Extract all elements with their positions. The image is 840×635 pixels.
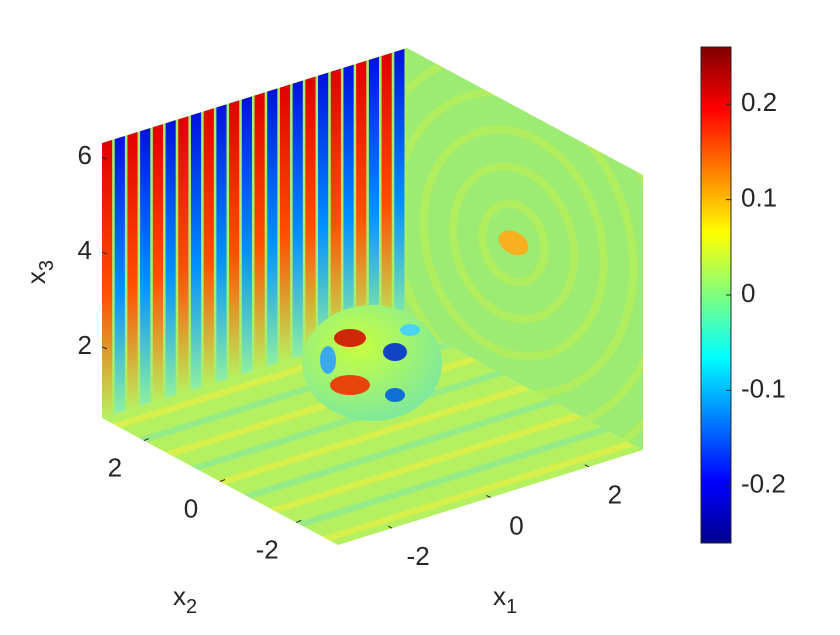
stripe <box>241 96 252 375</box>
colorbar-tick-label: 0.2 <box>741 87 777 117</box>
sphere-blob <box>400 324 420 336</box>
stripe <box>318 72 329 351</box>
x-tick-label: 0 <box>509 510 523 540</box>
sphere-blob <box>320 346 336 374</box>
stripe <box>229 100 240 379</box>
stripe <box>152 124 163 403</box>
z-tick-label: 4 <box>78 235 92 265</box>
stripe <box>356 60 367 339</box>
ring <box>448 162 579 324</box>
stripe <box>203 108 214 387</box>
stripe <box>216 104 227 383</box>
z-axis-label: x3 <box>21 260 58 284</box>
colorbar-tick-label: -0.1 <box>741 373 786 403</box>
x-tick-label: 2 <box>608 480 622 510</box>
y-tick-label: -2 <box>256 534 279 564</box>
ring <box>478 199 549 287</box>
ring <box>407 88 638 398</box>
stripe <box>127 131 138 411</box>
colorbar-tick-label: 0.1 <box>741 182 777 212</box>
floor-band <box>296 427 609 527</box>
stripe <box>178 116 189 395</box>
stripe <box>343 64 354 343</box>
sphere-blob <box>330 375 370 395</box>
z-tick <box>101 156 108 160</box>
stripe <box>190 112 202 391</box>
colorbar-tick-label: -0.2 <box>741 469 786 499</box>
stripe <box>102 139 113 418</box>
floor-band <box>243 399 557 499</box>
back-pattern <box>102 48 405 418</box>
x-axis-label: x1 <box>493 581 517 618</box>
z-tick-label: 2 <box>78 330 92 360</box>
colorbar-axis: -0.2 -0.1 0 0.1 0.2 <box>726 87 786 499</box>
y-tick <box>143 438 150 441</box>
stripe <box>267 88 278 367</box>
x-tick <box>486 495 491 498</box>
x-tick-label: -2 <box>407 541 430 571</box>
y-tick-label: 0 <box>184 493 198 523</box>
stripe <box>114 135 125 415</box>
y-axis-label: x2 <box>173 581 197 618</box>
sphere-blob <box>385 388 405 402</box>
x-tick <box>584 464 590 468</box>
stripe <box>292 80 303 359</box>
stripe <box>394 48 405 327</box>
x-tick <box>387 525 393 529</box>
y-tick <box>219 479 226 482</box>
hotspot <box>498 230 529 256</box>
z-tick <box>101 346 108 350</box>
stripe <box>140 127 151 407</box>
sphere-blob <box>334 329 366 347</box>
y-tick-label: 2 <box>108 452 122 482</box>
stripe <box>279 84 291 363</box>
stripe <box>165 120 176 399</box>
floor-band <box>217 385 531 485</box>
y-tick <box>295 520 302 523</box>
stripe <box>381 52 392 331</box>
axes: -2 0 2 -2 0 2 2 4 6 <box>78 140 623 571</box>
stripe <box>368 56 380 335</box>
floor-band <box>269 413 583 513</box>
z-tick-label: 6 <box>78 140 92 170</box>
sphere-blob <box>383 343 407 361</box>
floor-band <box>322 441 636 541</box>
colorbar-tick-label: 0 <box>741 278 755 308</box>
stripe <box>254 92 265 371</box>
z-tick <box>101 251 108 255</box>
stripe <box>305 76 316 355</box>
ring <box>419 125 608 361</box>
stripe <box>330 68 341 347</box>
